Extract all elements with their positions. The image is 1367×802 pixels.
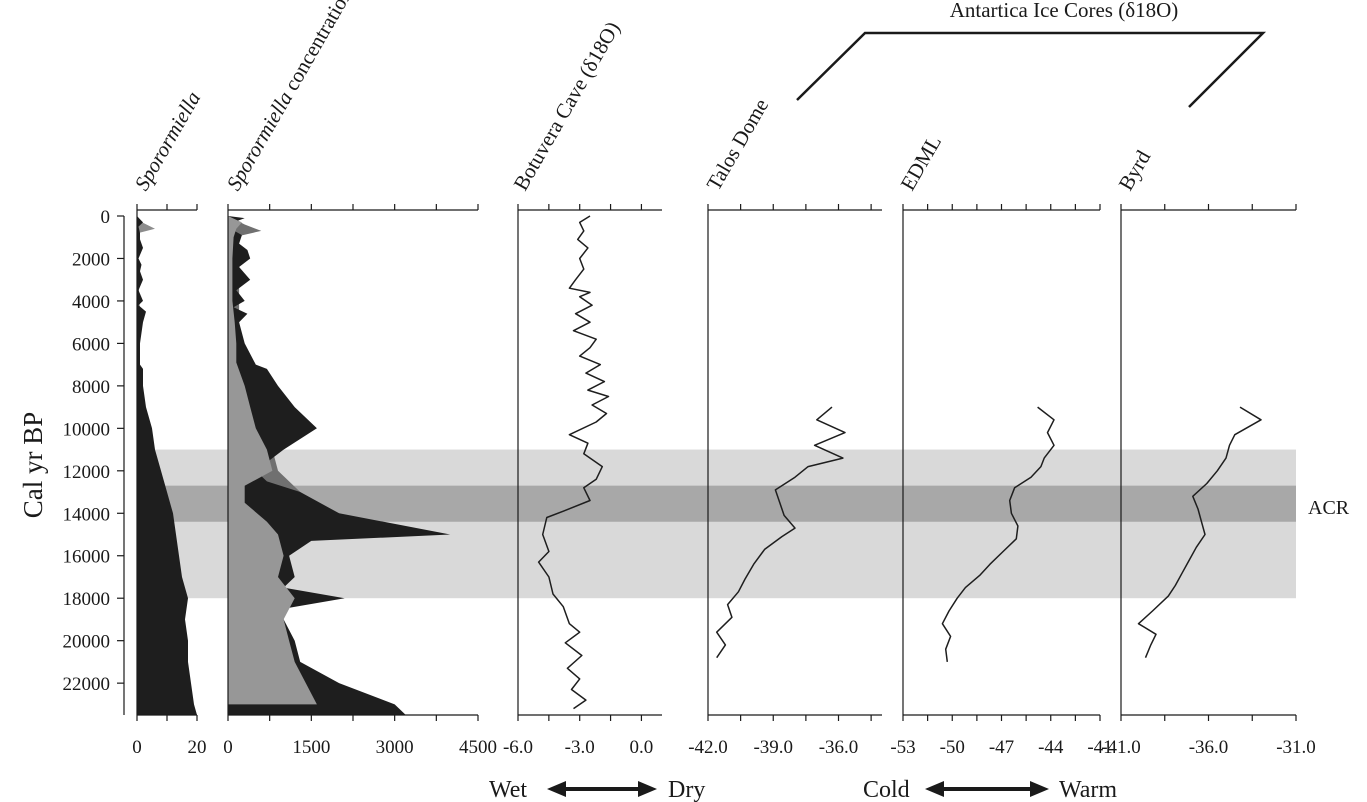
ice-core-bracket xyxy=(796,31,1267,108)
sporormiella-tick-label: 20 xyxy=(188,737,207,758)
y-tick-label: 8000 xyxy=(72,377,110,398)
sporormiella-tick-label: 0 xyxy=(132,737,142,758)
talos-tick-label: -39.0 xyxy=(753,737,793,758)
y-tick-label: 16000 xyxy=(63,547,111,568)
y-tick-label: 0 xyxy=(101,207,111,228)
edml-tick-label: -47 xyxy=(989,737,1014,758)
talos-tick-label: -36.0 xyxy=(819,737,859,758)
talos-title: Talos Dome xyxy=(702,94,774,194)
y-axis: 0 2000 4000 6000 8000 10000 12000 14000 16000 180… xyxy=(63,207,125,715)
botuvera-tick-label: 0.0 xyxy=(630,737,654,758)
sporormiella-title: Sporormiella xyxy=(130,87,206,194)
byrd-line xyxy=(1137,406,1262,658)
talos-tick-label: -42.0 xyxy=(688,737,728,758)
botuvera-line xyxy=(537,215,610,710)
double-arrow-right-pair xyxy=(925,781,1049,797)
botuvera-tick-label: -6.0 xyxy=(503,737,533,758)
annotations: Wet Dry Cold Warm xyxy=(489,777,1117,802)
sporormiella-conc-title-rest: concentration xyxy=(277,0,358,99)
byrd-title: Byrd xyxy=(1114,146,1156,195)
botuvera-title: Botuvera Cave (δ18O) xyxy=(509,17,625,194)
edml-title: EDML xyxy=(896,131,947,195)
byrd-tick-label: -31.0 xyxy=(1276,737,1316,758)
edml-title-rest: EDML xyxy=(896,131,947,195)
edml-tick-label: -50 xyxy=(940,737,965,758)
edml-line xyxy=(941,406,1055,662)
y-tick-label: 20000 xyxy=(63,632,111,653)
byrd-tick-label: -41.0 xyxy=(1101,737,1141,758)
talos-line xyxy=(715,406,846,659)
y-tick-label: 12000 xyxy=(63,462,111,483)
sporormiella-conc-tick-label: 3000 xyxy=(376,737,414,758)
panel-sporormiella-conc: 0 1500 3000 4500 Sporormiella concentration xyxy=(222,0,497,758)
sporormiella-conc-area-2 xyxy=(228,216,317,705)
sporormiella-conc-title-italic: Sporormiella xyxy=(222,87,298,194)
y-tick-label: 6000 xyxy=(72,334,110,355)
panel-sporormiella: 0 20 Sporormiella xyxy=(130,87,207,758)
edml-tick-label: -41 xyxy=(1087,737,1112,758)
botuvera-tick-label: -3.0 xyxy=(565,737,595,758)
y-tick-label: 4000 xyxy=(72,292,110,313)
y-tick-label: 2000 xyxy=(72,249,110,270)
double-arrow-left-pair xyxy=(547,781,657,797)
band-label-acr: ACR xyxy=(1308,497,1350,519)
byrd-title-rest: Byrd xyxy=(1114,146,1156,195)
botuvera-title-rest: Botuvera Cave (δ18O) xyxy=(509,17,625,194)
byrd-tick-label: -36.0 xyxy=(1189,737,1229,758)
panel-talos: -42.0 -39.0 -36.0 Talos Dome xyxy=(688,94,882,758)
y-tick-label: 18000 xyxy=(63,589,111,610)
ice-core-group: Antartica Ice Cores (δ18O) xyxy=(796,0,1267,108)
y-tick-label: 14000 xyxy=(63,504,111,525)
y-tick-label: 22000 xyxy=(63,674,111,695)
annotation-wet: Wet xyxy=(489,777,527,802)
sporormiella-title-italic: Sporormiella xyxy=(130,87,206,194)
panel-edml: -53 -50 -47 -44 -41 EDML xyxy=(890,131,1112,758)
sporormiella-conc-tick-label: 1500 xyxy=(292,737,330,758)
talos-title-rest: Talos Dome xyxy=(702,94,774,194)
edml-tick-label: -53 xyxy=(890,737,915,758)
chart-panels: 0 20 Sporormiella 0 1500 3000 4500 Sporormiella… xyxy=(130,0,1316,758)
panel-botuvera: -6.0 -3.0 0.0 Botuvera Cave (δ18O) xyxy=(503,17,662,758)
annotation-warm: Warm xyxy=(1059,777,1117,802)
sporormiella-conc-tick-label: 4500 xyxy=(459,737,497,758)
sporormiella-conc-tick-label: 0 xyxy=(223,737,233,758)
sporormiella-area-1 xyxy=(137,216,197,715)
ice-core-group-title: Antartica Ice Cores (δ18O) xyxy=(950,0,1179,22)
edml-tick-label: -44 xyxy=(1038,737,1064,758)
annotation-cold: Cold xyxy=(863,777,910,802)
y-tick-label: 10000 xyxy=(63,419,111,440)
sporormiella-conc-title: Sporormiella concentration xyxy=(222,0,358,194)
y-axis-label: Cal yr BP xyxy=(18,412,48,519)
annotation-dry: Dry xyxy=(668,777,705,802)
